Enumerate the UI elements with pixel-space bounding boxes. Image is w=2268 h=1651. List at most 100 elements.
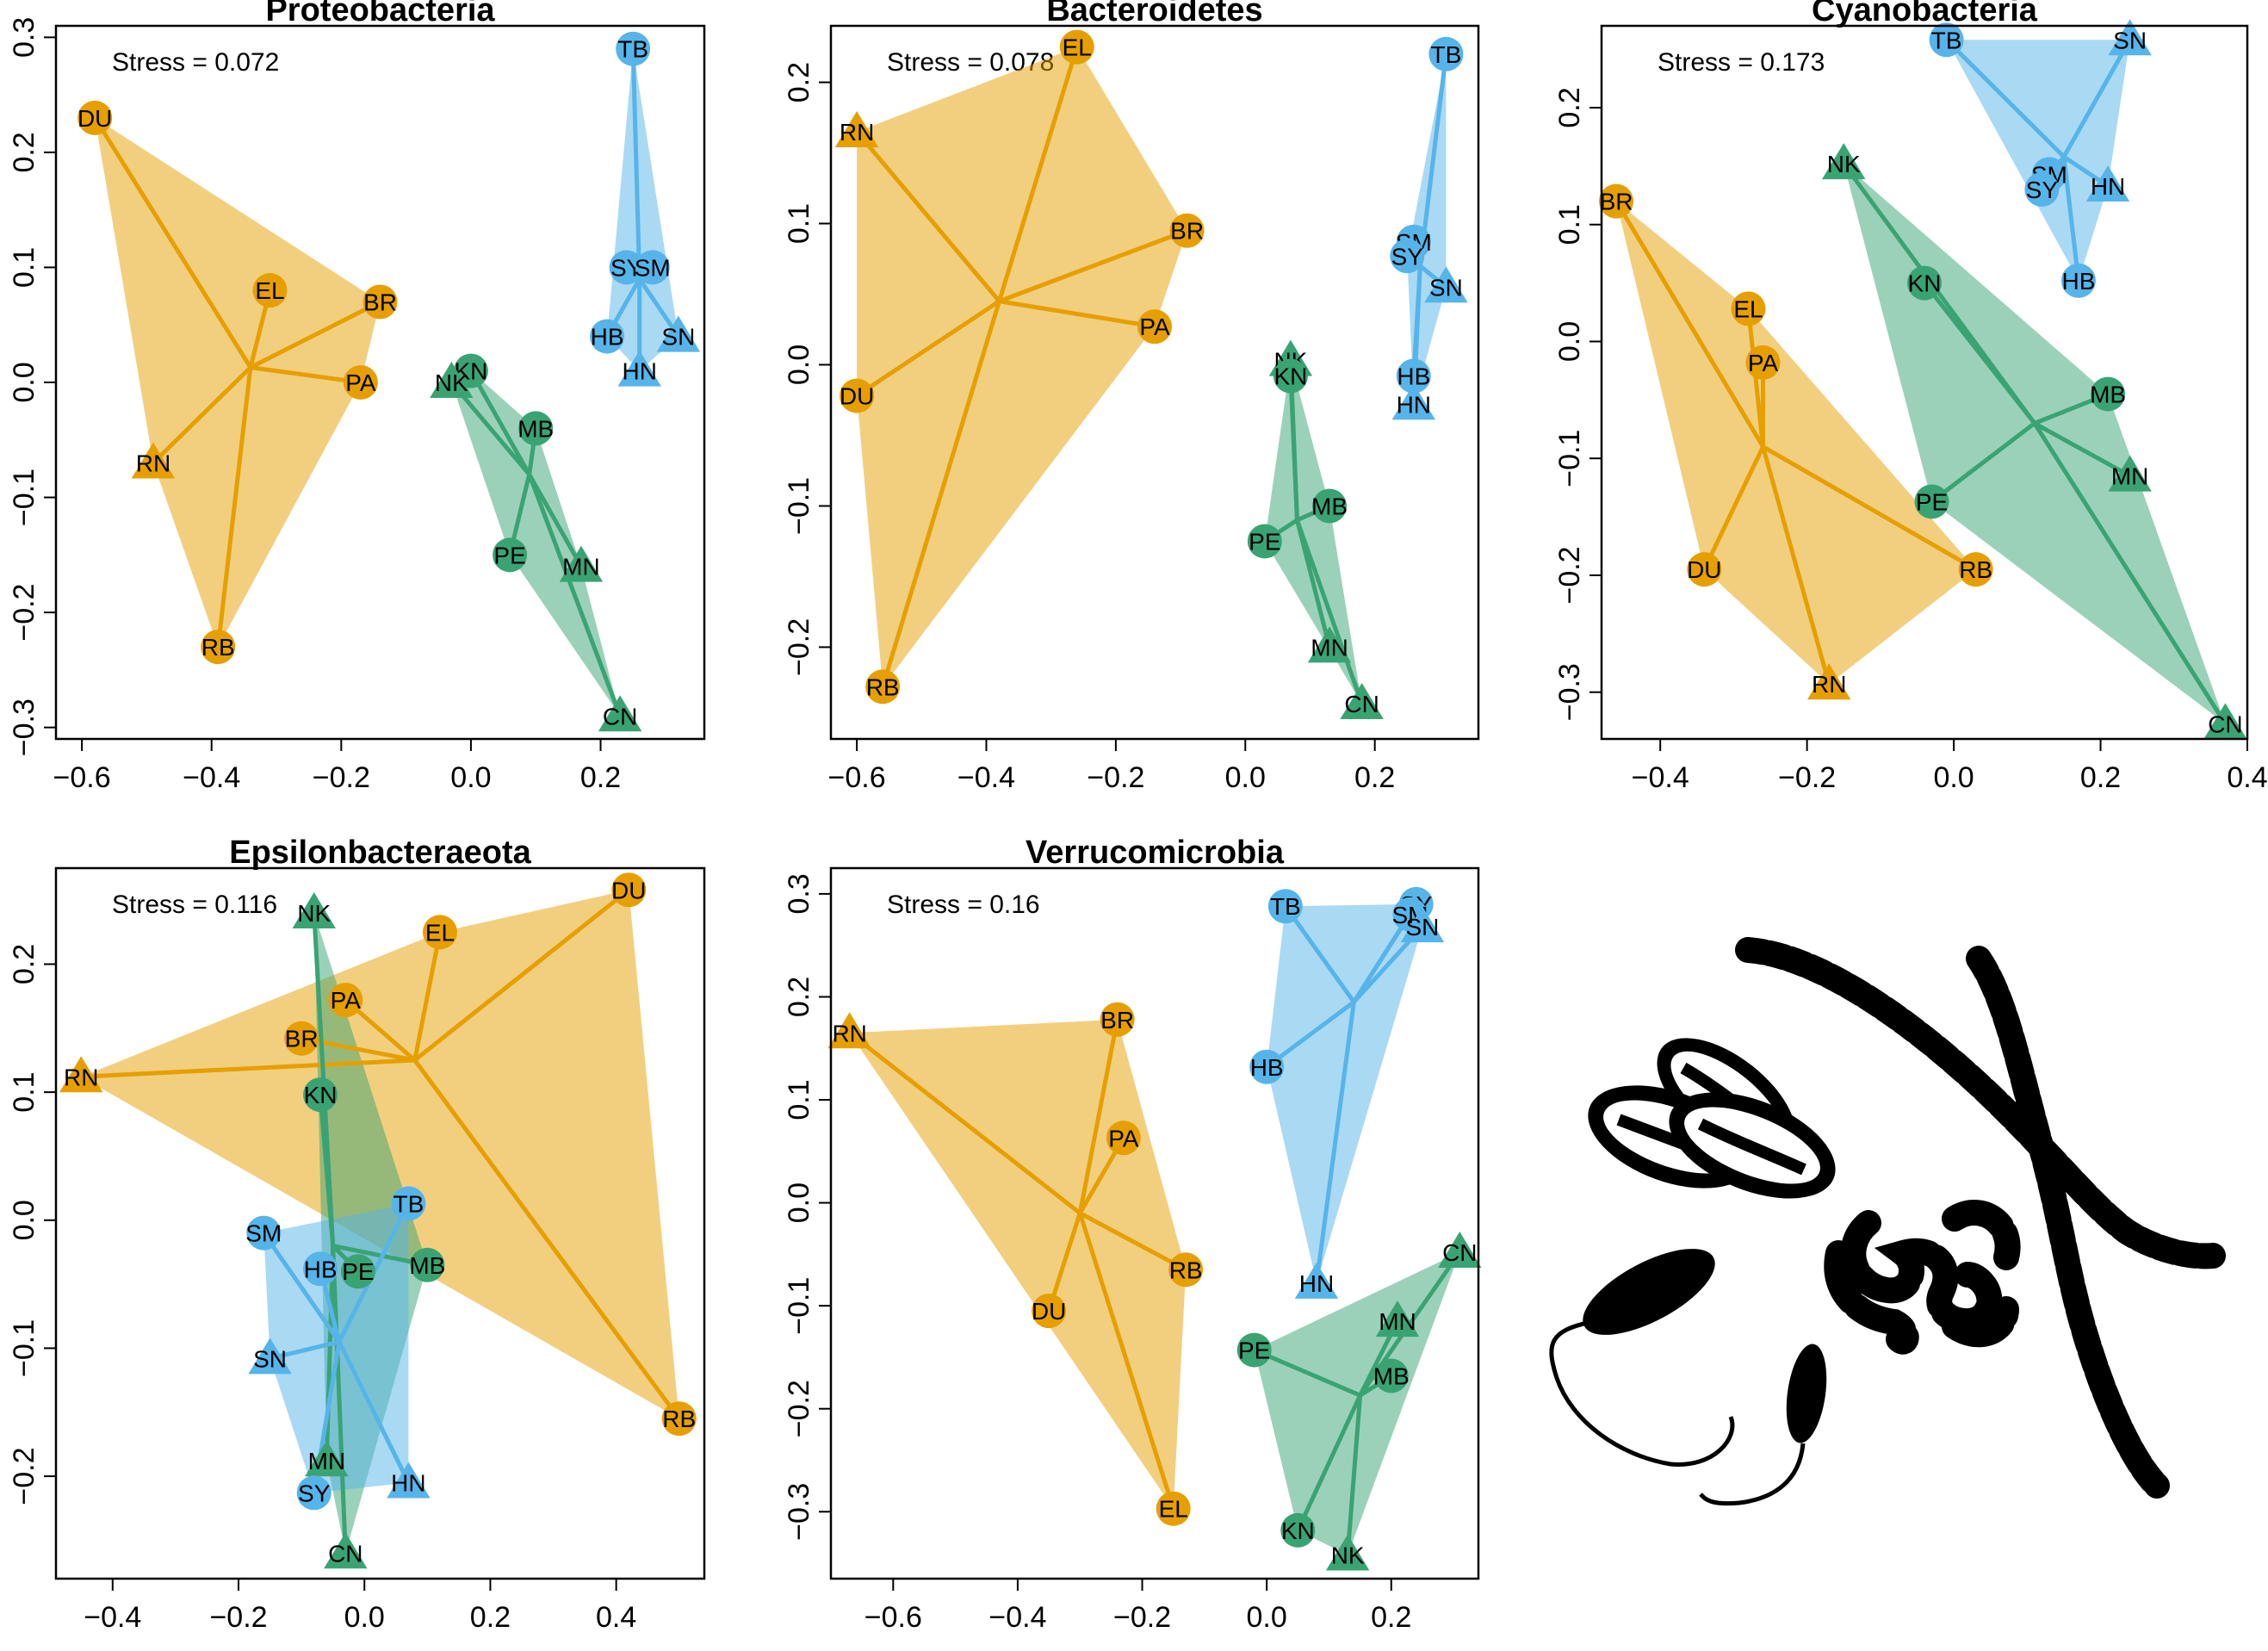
- spirillum-icon: [1824, 1200, 2021, 1355]
- nmds-panel-verrucomicrobia: Verrucomicrobia Stress = 0.16 RN BR PA RB DU EL…: [783, 835, 1482, 1634]
- panel-title: Bacteroidetes: [1046, 0, 1262, 28]
- x-tick-label: 0.0: [1247, 1601, 1287, 1634]
- x-tick-label: −0.2: [1113, 1601, 1171, 1634]
- point-marker-circle: [1687, 552, 1722, 587]
- point-label: SN: [1429, 274, 1463, 301]
- y-tick-label: −0.2: [783, 1380, 815, 1437]
- point-label: PE: [493, 542, 525, 568]
- point-marker-circle: [1396, 358, 1431, 394]
- point-marker-triangle: [656, 315, 701, 352]
- spider-line: [412, 1058, 681, 1420]
- point-label: RN: [840, 119, 874, 146]
- point-marker-circle: [1100, 1002, 1135, 1037]
- point-label: DU: [840, 383, 874, 410]
- point-label: PA: [1139, 313, 1170, 340]
- point-label: SM: [245, 1220, 282, 1247]
- point-label: NK: [1331, 1542, 1365, 1569]
- x-tick-label: −0.6: [53, 761, 111, 794]
- group-hull: [451, 370, 621, 717]
- spider-line: [1077, 1212, 1176, 1510]
- point-label: HN: [622, 358, 656, 385]
- spider-line: [331, 1245, 348, 1554]
- plot-frame: [1600, 24, 2249, 741]
- point-marker-circle: [1267, 889, 1303, 924]
- spider-line: [1923, 282, 2036, 425]
- spider-line: [1288, 376, 1299, 520]
- x-tick-label: 0.0: [450, 761, 491, 794]
- y-tick-label: −0.3: [8, 698, 40, 756]
- point-label: TB: [617, 36, 648, 63]
- y-tick-label: 0.3: [8, 17, 40, 58]
- point-label: CN: [328, 1540, 363, 1567]
- point-marker-circle: [1599, 183, 1634, 219]
- point-marker-circle: [1273, 358, 1308, 394]
- spider-line: [1079, 1211, 1187, 1272]
- point-label: NK: [297, 900, 331, 927]
- point-marker-triangle: [834, 110, 879, 147]
- point-marker-circle: [1236, 1332, 1272, 1368]
- point-label: HN: [2091, 173, 2125, 200]
- y-tick-label: 0.0: [8, 362, 40, 402]
- group-hull: [857, 47, 1187, 687]
- point-marker-triangle: [1807, 663, 1851, 700]
- point-marker-circle: [252, 273, 288, 308]
- point-label: RN: [832, 1020, 866, 1046]
- point-label: PE: [1249, 528, 1280, 555]
- spider-line: [1762, 444, 1977, 572]
- point-marker-triangle: [1375, 1300, 1420, 1338]
- point-label: SY: [1391, 243, 1424, 270]
- panel-title: Epsilonbacteraeota: [229, 835, 531, 871]
- group-hull: [1267, 903, 1422, 1283]
- point-label: PA: [1108, 1125, 1139, 1151]
- point-marker-circle: [1059, 29, 1094, 65]
- point-marker-triangle: [324, 1532, 368, 1569]
- point-marker-circle: [1168, 1252, 1204, 1288]
- point-marker-circle: [518, 411, 554, 446]
- y-tick-label: 0.0: [8, 1200, 40, 1240]
- y-tick-label: 0.1: [783, 1079, 815, 1120]
- panel-title: Cyanobacteria: [1812, 0, 2038, 28]
- x-tick-label: −0.2: [209, 1601, 267, 1634]
- point-label: RB: [1959, 556, 1992, 583]
- point-marker-triangle: [2203, 703, 2247, 740]
- point-label: MN: [2111, 463, 2149, 490]
- point-label: MN: [1379, 1308, 1416, 1335]
- point-label: DU: [1032, 1298, 1066, 1325]
- point-label: SN: [1405, 914, 1439, 940]
- point-marker-circle: [590, 319, 625, 354]
- point-marker-triangle: [1325, 1534, 1370, 1571]
- x-tick-label: 0.2: [1371, 1601, 1411, 1634]
- point-marker-circle: [1032, 1294, 1067, 1329]
- spider-line: [855, 299, 1001, 398]
- point-label: TB: [1270, 893, 1301, 920]
- point-marker-circle: [865, 669, 901, 704]
- point-label: RN: [1812, 671, 1846, 698]
- x-tick-label: 0.0: [1933, 761, 1974, 794]
- point-marker-circle: [1280, 1512, 1316, 1548]
- point-marker-circle: [77, 100, 113, 135]
- spider-line: [999, 299, 1156, 329]
- point-marker-circle: [493, 537, 528, 573]
- point-marker-triangle: [59, 1056, 103, 1093]
- point-marker-triangle: [1391, 383, 1435, 420]
- point-label: KN: [1273, 363, 1307, 390]
- point-marker-circle: [1373, 1358, 1409, 1393]
- spider-line: [855, 130, 1001, 303]
- flagellated-rod-small-icon: [1699, 1344, 1827, 1506]
- point-label: HB: [304, 1256, 338, 1282]
- flagellated-rod-icon: [1549, 1249, 1735, 1467]
- spider-line: [1265, 1000, 1355, 1069]
- y-tick-label: 0.3: [783, 873, 815, 914]
- point-marker-triangle: [2108, 19, 2152, 56]
- stress-label: Stress = 0.072: [112, 48, 279, 77]
- y-tick-label: 0.1: [1553, 204, 1586, 245]
- point-label: MN: [562, 554, 600, 580]
- point-label: HN: [1299, 1270, 1334, 1297]
- point-label: BR: [1170, 218, 1204, 245]
- point-marker-triangle: [1438, 1231, 1482, 1268]
- spider-line: [215, 367, 253, 648]
- point-marker-circle: [2024, 172, 2060, 208]
- point-label: BR: [1600, 189, 1633, 215]
- spider-line: [1345, 1394, 1363, 1555]
- point-marker-circle: [616, 31, 651, 66]
